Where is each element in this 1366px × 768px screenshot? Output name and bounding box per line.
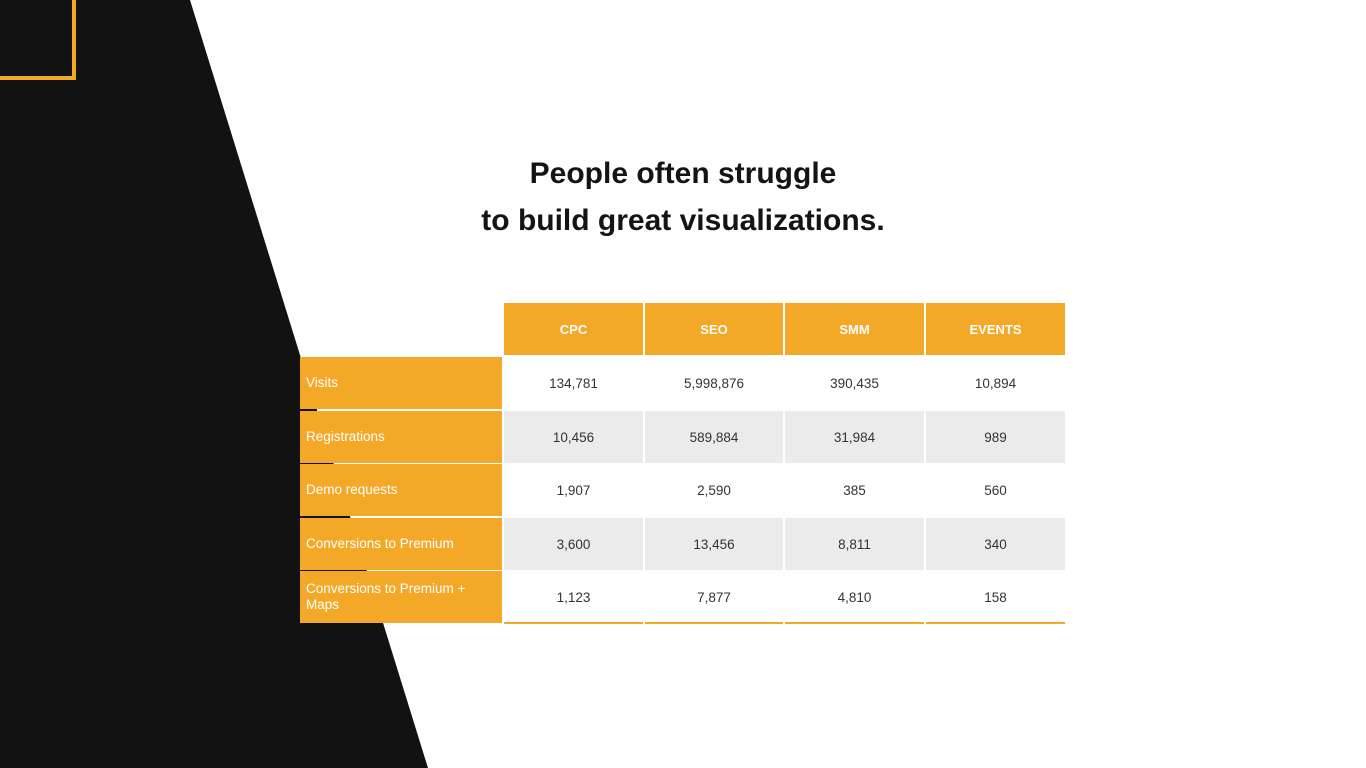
slide-title: People often struggle to build great vis… <box>383 150 983 244</box>
table-cell: 5,998,876 <box>683 375 745 391</box>
table-cell: 3,600 <box>504 518 643 570</box>
table-cell: 8,811 <box>785 518 924 570</box>
table-cell: 385 <box>843 482 866 498</box>
column-header-cpc: CPC <box>504 303 643 355</box>
table-cell: 10,894 <box>974 375 1017 391</box>
title-line-1: People often struggle <box>529 157 837 190</box>
table-cell: 589,884 <box>645 411 783 463</box>
row-header: Conversions to Premium <box>300 518 502 570</box>
table-bottom-border <box>926 622 1065 624</box>
row-header: Visits <box>300 357 502 409</box>
table-cell: 31,984 <box>785 411 924 463</box>
table-cell: 4,810 <box>837 589 872 605</box>
row-header: Registrations <box>300 411 502 463</box>
table-cell: 2,590 <box>697 482 731 498</box>
table-cell: 10,456 <box>504 411 643 463</box>
title-line-2: to build great visualizations. <box>481 204 885 237</box>
table-cell: 7,877 <box>697 589 731 605</box>
table-bottom-border <box>645 622 783 624</box>
row-header: Conversions to Premium + Maps <box>300 571 502 623</box>
table-cell: 989 <box>926 411 1065 463</box>
table-bottom-border <box>504 622 643 624</box>
table-cell: 13,456 <box>645 518 783 570</box>
accent-square-outline <box>0 0 76 80</box>
table-cell: 390,435 <box>830 375 879 391</box>
column-header-seo: SEO <box>645 303 783 355</box>
table-cell: 134,781 <box>549 375 598 391</box>
table-cell: 1,907 <box>556 482 591 498</box>
column-header-events: EVENTS <box>926 303 1065 355</box>
table-cell: 158 <box>984 589 1007 605</box>
table-cell: 340 <box>926 518 1065 570</box>
row-header: Demo requests <box>300 464 502 516</box>
table-bottom-border <box>785 622 924 624</box>
table-cell: 1,123 <box>556 589 591 605</box>
table-cell: 560 <box>984 482 1007 498</box>
column-header-smm: SMM <box>785 303 924 355</box>
